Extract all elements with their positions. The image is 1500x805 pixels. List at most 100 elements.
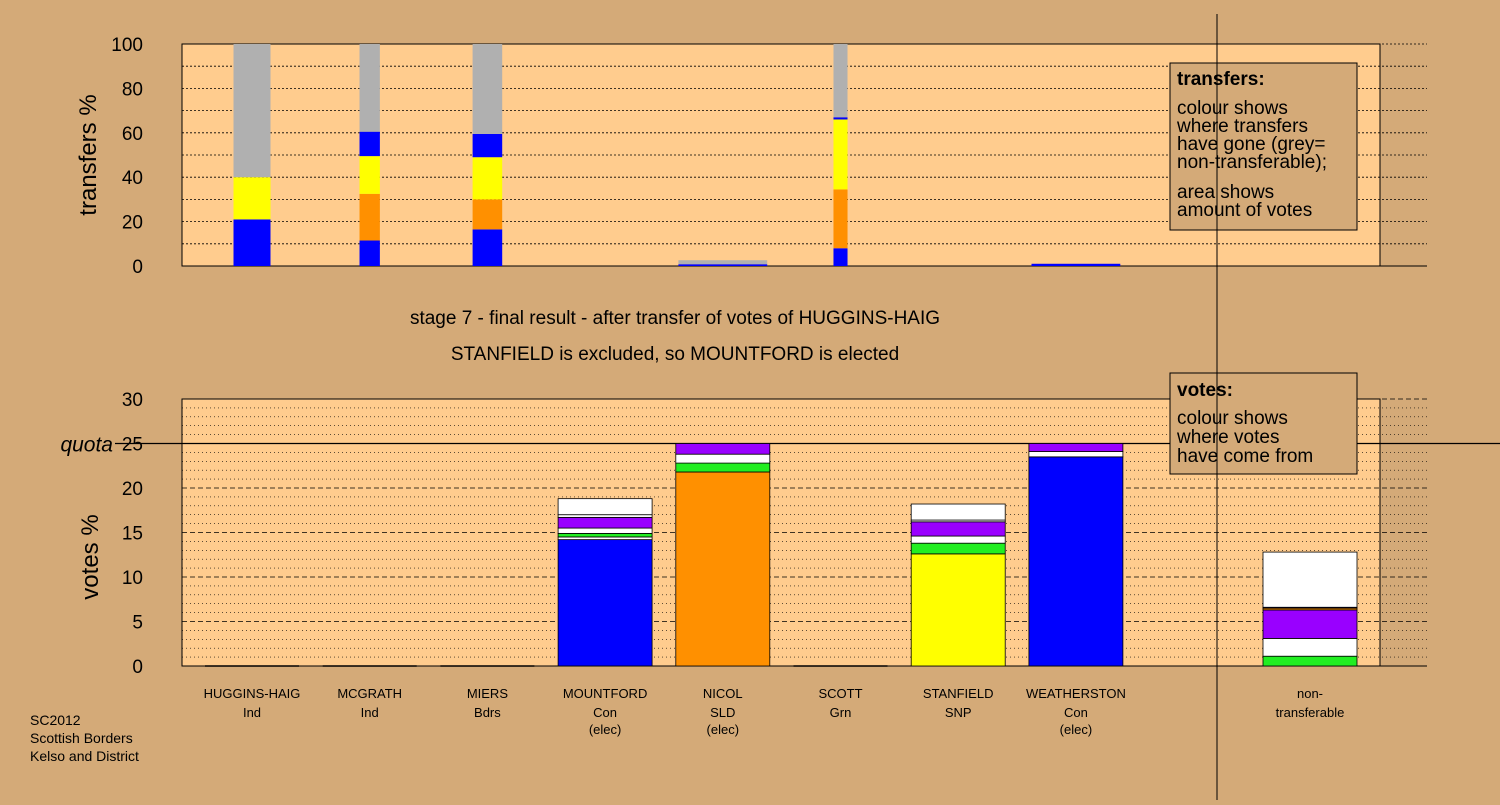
transfers-y-tick-label: 40 <box>122 168 143 189</box>
votes-legend-title: votes: <box>1177 380 1233 401</box>
votes-y-tick-label: 15 <box>122 524 143 545</box>
transfers-legend-title: transfers: <box>1177 69 1265 90</box>
vote-bar-segment <box>675 453 771 464</box>
candidate-name-label: STANFIELD <box>923 686 994 701</box>
vote-bar-segment <box>1028 451 1124 458</box>
votes-y-tick-label: 30 <box>122 390 143 411</box>
transfers-y-tick-label: 20 <box>122 213 143 234</box>
transfer-bar-segment <box>359 240 380 266</box>
transfer-bar-segment <box>472 199 503 230</box>
transfer-bar-segment <box>233 219 271 266</box>
transfer-bar-segment <box>678 260 768 265</box>
votes-legend-line: where votes <box>1176 427 1279 448</box>
transfers-y-tick-label: 100 <box>111 35 143 56</box>
vote-bar-segment <box>910 503 1006 521</box>
transfer-bar-segment <box>472 157 503 200</box>
candidate-party-label: Bdrs <box>474 705 501 720</box>
quota-label: quota <box>60 434 113 457</box>
candidate-party-label: Ind <box>361 705 379 720</box>
footer-election-code: SC2012 <box>30 712 81 728</box>
votes-y-tick-label: 20 <box>122 479 143 500</box>
vote-bar-segment <box>910 553 1006 667</box>
vote-bar-segment <box>910 535 1006 544</box>
transfer-bar-segment <box>472 229 503 266</box>
transfer-bar-segment <box>472 133 503 158</box>
vote-bar-segment <box>1028 443 1124 452</box>
transfers-legend-line: non-transferable); <box>1177 152 1327 173</box>
transfers-legend-line: where transfers <box>1176 116 1308 137</box>
nontransferable-bar-segment <box>1262 609 1358 639</box>
votes-y-axis-label: votes % <box>77 514 104 599</box>
transfers-legend-line: have gone (grey= <box>1177 134 1325 155</box>
vote-bar-segment <box>557 498 653 516</box>
transfer-bar-segment <box>833 248 848 266</box>
footer-council: Scottish Borders <box>30 730 133 746</box>
transfer-bar-segment <box>359 156 380 194</box>
footer-ward: Kelso and District <box>30 748 139 764</box>
candidate-name-label: WEATHERSTON <box>1026 686 1126 701</box>
vote-bar-segment <box>557 536 653 541</box>
vote-bar-segment <box>1028 456 1124 667</box>
transfer-bar-segment <box>359 193 380 241</box>
transfers-y-tick-label: 0 <box>132 257 143 278</box>
candidate-elected-label: (elec) <box>589 722 622 737</box>
vote-bar-segment <box>675 471 771 667</box>
nontransferable-label-line1: non- <box>1297 686 1323 701</box>
vote-bar-segment <box>557 539 653 667</box>
votes-legend-box <box>1169 372 1358 475</box>
chart-title: stage 7 - final result - after transfer … <box>410 308 940 329</box>
transfers-legend-line: amount of votes <box>1177 200 1312 221</box>
candidate-elected-label: (elec) <box>707 722 740 737</box>
transfer-bar-segment <box>1031 263 1121 266</box>
nontransferable-bar-segment <box>1262 638 1358 657</box>
candidate-name-label: MOUNTFORD <box>563 686 648 701</box>
candidate-name-label: MCGRATH <box>337 686 402 701</box>
transfers-legend-box <box>1169 62 1358 231</box>
transfer-bar-segment <box>359 44 380 132</box>
vote-bar-segment <box>910 521 1006 537</box>
candidate-party-label: Ind <box>243 705 261 720</box>
nontransferable-bar-segment <box>1262 655 1358 667</box>
candidate-name-label: NICOL <box>703 686 743 701</box>
votes-legend-line: have come from <box>1177 446 1313 467</box>
transfer-bar-segment <box>833 44 848 118</box>
transfer-bar-segment <box>678 264 768 266</box>
nontransferable-label-line2: transferable <box>1276 705 1345 720</box>
vote-bar-segment <box>557 532 653 538</box>
candidate-party-label: Con <box>1064 705 1088 720</box>
candidate-party-label: Grn <box>830 705 852 720</box>
transfers-legend-line: colour shows <box>1177 98 1288 119</box>
votes-y-tick-label: 25 <box>122 435 143 456</box>
vote-bar-segment <box>675 462 771 473</box>
vote-bar-segment <box>675 443 771 455</box>
votes-y-tick-label: 0 <box>132 657 143 678</box>
transfers-y-axis-label: transfers % <box>75 94 102 215</box>
candidate-party-label: SLD <box>710 705 735 720</box>
transfer-bar-segment <box>833 189 848 249</box>
transfers-y-tick-label: 80 <box>122 79 143 100</box>
candidate-name-label: MIERS <box>467 686 509 701</box>
transfer-bar-segment <box>233 44 271 178</box>
transfer-bar-segment <box>472 44 503 134</box>
candidate-name-label: SCOTT <box>818 686 862 701</box>
transfer-bar-segment <box>833 119 848 190</box>
chart-subtitle: STANFIELD is excluded, so MOUNTFORD is e… <box>451 344 899 365</box>
vote-bar-segment <box>557 514 653 518</box>
transfers-legend-line: area shows <box>1177 182 1274 203</box>
transfer-bar-segment <box>833 117 848 120</box>
votes-y-tick-label: 10 <box>122 568 143 589</box>
transfer-bar-segment <box>233 177 271 220</box>
transfer-bar-segment <box>359 131 380 157</box>
vote-bar-segment <box>910 542 1006 555</box>
votes-y-tick-label: 5 <box>132 613 143 634</box>
candidate-elected-label: (elec) <box>1060 722 1093 737</box>
votes-legend-line: colour shows <box>1177 408 1288 429</box>
candidate-party-label: SNP <box>945 705 972 720</box>
vote-bar-segment <box>557 527 653 534</box>
vote-bar-segment <box>557 516 653 529</box>
transfers-y-tick-label: 60 <box>122 124 143 145</box>
nontransferable-bar-segment <box>1262 551 1358 608</box>
candidate-name-label: HUGGINS-HAIG <box>204 686 301 701</box>
